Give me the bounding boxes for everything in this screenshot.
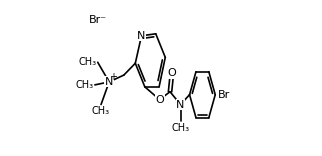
- Text: N: N: [137, 31, 146, 41]
- Text: CH₃: CH₃: [76, 80, 94, 90]
- Text: CH₃: CH₃: [171, 123, 190, 133]
- Text: CH₃: CH₃: [92, 106, 110, 116]
- Text: N: N: [105, 77, 113, 87]
- Text: Br: Br: [218, 90, 230, 100]
- Text: CH₃: CH₃: [79, 57, 97, 67]
- Text: O: O: [167, 68, 176, 78]
- Text: N: N: [176, 100, 185, 110]
- Text: O: O: [155, 95, 164, 105]
- Text: +: +: [109, 72, 117, 82]
- Text: Br⁻: Br⁻: [89, 15, 107, 25]
